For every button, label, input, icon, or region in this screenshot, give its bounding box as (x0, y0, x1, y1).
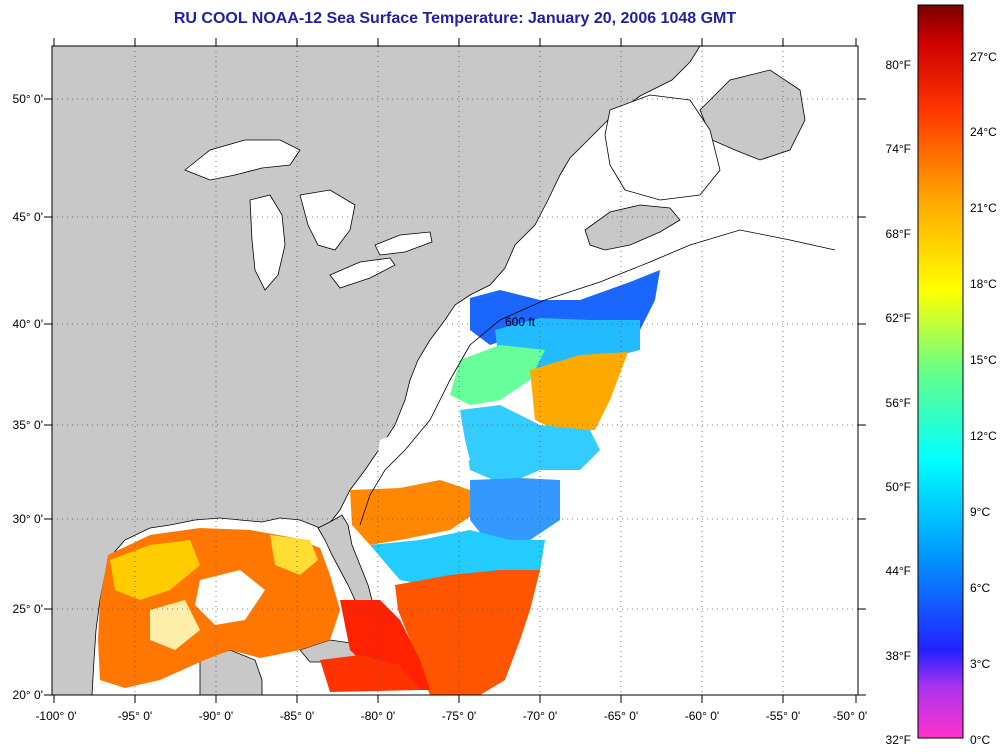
lat-label: 20° 0' (13, 688, 43, 702)
colorbar-f-label: 38°F (886, 649, 911, 663)
colorbar-c-label: 6°C (970, 581, 990, 595)
great-lake-michigan (249, 194, 286, 291)
colorbar-c-label: 0°C (970, 733, 990, 747)
colorbar-f-label: 50°F (886, 480, 911, 494)
land-newfoundland (699, 69, 806, 161)
land-nova-scotia (584, 204, 681, 251)
lon-label: -70° 0' (523, 709, 557, 723)
axis-ticks (44, 38, 866, 703)
colorbar-c-label: 24°C (970, 125, 997, 139)
colorbar-f-label: 62°F (886, 311, 911, 325)
colorbar-c-label: 18°C (970, 277, 997, 291)
lon-label: -100° 0' (35, 709, 76, 723)
lat-label: 40° 0' (13, 317, 43, 331)
lon-label: -65° 0' (604, 709, 638, 723)
lat-label: 45° 0' (13, 210, 43, 224)
lon-label: -50° 0' (833, 709, 867, 723)
longitude-labels: -100° 0' -95° 0' -90° 0' -85° 0' -80° 0'… (35, 709, 867, 723)
lat-label: 35° 0' (13, 418, 43, 432)
colorbar-celsius-labels: 27°C 24°C 21°C 18°C 15°C 12°C 9°C 6°C 3°… (970, 50, 997, 747)
colorbar-f-label: 74°F (886, 142, 911, 156)
lon-label: -60° 0' (685, 709, 719, 723)
colorbar-f-label: 68°F (886, 227, 911, 241)
lon-label: -90° 0' (199, 709, 233, 723)
colorbar-c-label: 3°C (970, 657, 990, 671)
colorbar-c-label: 15°C (970, 353, 997, 367)
lon-label: -75° 0' (442, 709, 476, 723)
great-lake-superior (184, 139, 301, 181)
latitude-labels: 50° 0' 45° 0' 40° 0' 35° 0' 30° 0' 25° 0… (13, 92, 43, 702)
colorbar-f-label: 32°F (886, 733, 911, 747)
colorbar-c-label: 12°C (970, 429, 997, 443)
depth-contour-600ft (359, 229, 836, 526)
lat-label: 25° 0' (13, 602, 43, 616)
lat-label: 50° 0' (13, 92, 43, 106)
colorbar (917, 4, 964, 739)
lon-label: -80° 0' (361, 709, 395, 723)
colorbar-f-label: 56°F (886, 396, 911, 410)
colorbar-c-label: 27°C (970, 50, 997, 64)
gulf-st-lawrence (604, 94, 721, 201)
great-lake-huron (299, 189, 356, 251)
contour-label: 600 ft (505, 315, 536, 329)
lat-label: 30° 0' (13, 512, 43, 526)
colorbar-f-label: 80°F (886, 58, 911, 72)
colorbar-f-label: 44°F (886, 564, 911, 578)
sst-data-swath (98, 270, 660, 695)
colorbar-c-label: 9°C (970, 505, 990, 519)
graticule (52, 46, 858, 695)
great-lake-ontario (374, 231, 433, 256)
map-title: RU COOL NOAA-12 Sea Surface Temperature:… (173, 10, 737, 27)
lon-label: -95° 0' (118, 709, 152, 723)
colorbar-fahrenheit-labels: 80°F 74°F 68°F 62°F 56°F 50°F 44°F 38°F … (886, 58, 911, 747)
lon-label: -55° 0' (766, 709, 800, 723)
colorbar-c-label: 21°C (970, 201, 997, 215)
great-lake-erie (329, 257, 396, 289)
plot-frame (51, 45, 859, 696)
lon-label: -85° 0' (280, 709, 314, 723)
